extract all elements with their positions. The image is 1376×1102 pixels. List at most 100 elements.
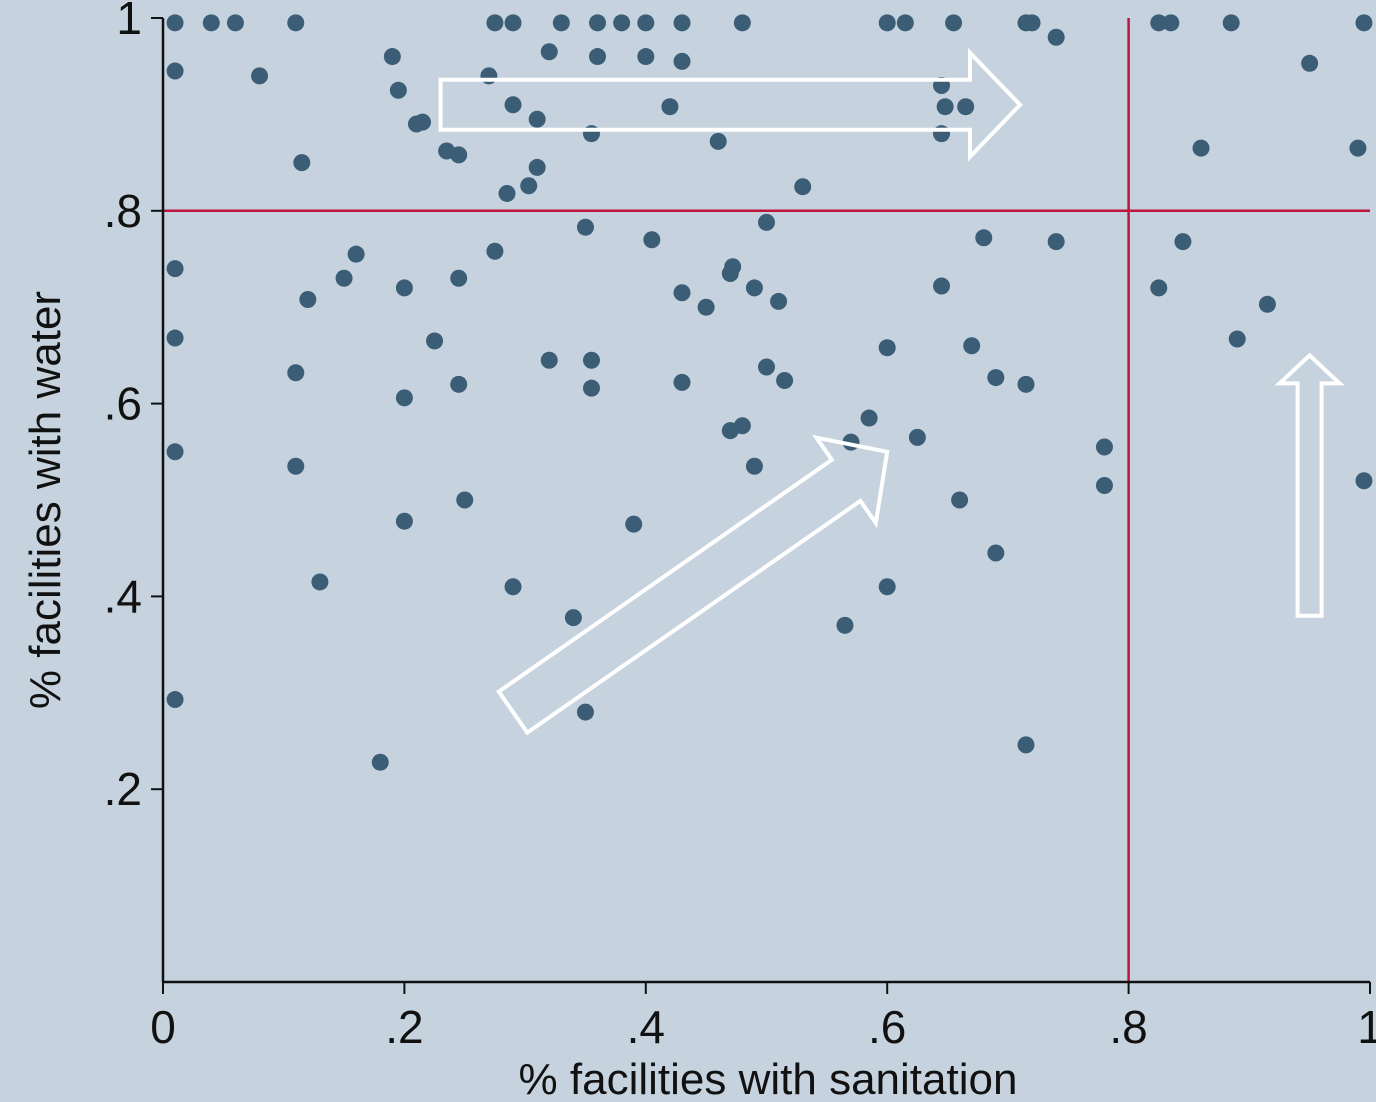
data-point bbox=[166, 62, 184, 80]
data-point bbox=[389, 81, 407, 99]
y-tick-label: 1 bbox=[116, 0, 142, 44]
data-point bbox=[957, 98, 975, 116]
data-point bbox=[1150, 14, 1168, 32]
data-point bbox=[987, 369, 1005, 387]
x-tick-label: .4 bbox=[627, 1001, 665, 1053]
data-point bbox=[908, 428, 926, 446]
annotation-arrow-2 bbox=[496, 434, 890, 736]
data-point bbox=[975, 229, 993, 247]
data-point bbox=[371, 753, 389, 771]
data-point bbox=[794, 178, 812, 196]
data-point bbox=[745, 279, 763, 297]
x-tick-label: 0 bbox=[150, 1001, 176, 1053]
data-point bbox=[860, 409, 878, 427]
data-point bbox=[896, 14, 914, 32]
data-point bbox=[936, 98, 954, 116]
data-point bbox=[582, 379, 600, 397]
data-point bbox=[540, 351, 558, 369]
data-point bbox=[673, 284, 691, 302]
data-point bbox=[987, 544, 1005, 562]
y-axis-ticks: .2 .4 .6 .8 1 bbox=[104, 0, 163, 815]
data-point bbox=[414, 113, 432, 131]
data-point bbox=[673, 14, 691, 32]
data-point bbox=[1162, 14, 1180, 32]
data-point bbox=[878, 578, 896, 596]
y-axis-title: % facilities with water bbox=[21, 291, 70, 709]
data-point bbox=[287, 364, 305, 382]
data-point bbox=[498, 184, 516, 202]
y-tick-label: .2 bbox=[104, 763, 142, 815]
data-point bbox=[836, 616, 854, 634]
data-point bbox=[1047, 28, 1065, 46]
data-point bbox=[450, 146, 468, 164]
data-point bbox=[1258, 295, 1276, 313]
data-point bbox=[166, 443, 184, 461]
reference-lines bbox=[163, 18, 1370, 982]
data-point bbox=[878, 14, 896, 32]
annotation-arrow-3 bbox=[1274, 352, 1345, 618]
y-tick-label: .6 bbox=[104, 378, 142, 430]
data-point bbox=[1349, 139, 1367, 157]
data-point bbox=[1047, 233, 1065, 251]
data-point bbox=[450, 375, 468, 393]
data-point bbox=[486, 14, 504, 32]
data-point bbox=[576, 218, 594, 236]
data-point bbox=[963, 337, 981, 355]
data-point bbox=[504, 578, 522, 596]
x-tick-label: .8 bbox=[1109, 1001, 1147, 1053]
data-point bbox=[395, 389, 413, 407]
data-point bbox=[878, 339, 896, 357]
data-point bbox=[933, 125, 951, 143]
data-point bbox=[383, 48, 401, 66]
data-point bbox=[1017, 736, 1035, 754]
data-point bbox=[1228, 330, 1246, 348]
data-point bbox=[456, 491, 474, 509]
x-tick-label: .2 bbox=[385, 1001, 423, 1053]
data-point bbox=[1192, 139, 1210, 157]
x-tick-label: 1 bbox=[1357, 1001, 1376, 1053]
data-point bbox=[697, 298, 715, 316]
data-point bbox=[293, 154, 311, 172]
data-points bbox=[166, 14, 1373, 771]
x-axis-title: % facilities with sanitation bbox=[519, 1055, 1018, 1102]
data-point bbox=[520, 177, 538, 195]
data-point bbox=[745, 457, 763, 475]
data-point bbox=[528, 110, 546, 128]
data-point bbox=[758, 213, 775, 231]
data-point bbox=[486, 242, 504, 260]
data-point bbox=[589, 48, 607, 66]
data-point bbox=[673, 373, 691, 391]
data-point bbox=[426, 332, 444, 350]
data-point bbox=[287, 14, 305, 32]
data-point bbox=[945, 14, 963, 32]
data-point bbox=[582, 125, 600, 143]
axes bbox=[161, 18, 1370, 984]
data-point bbox=[395, 279, 413, 297]
data-point bbox=[776, 371, 794, 389]
data-point bbox=[395, 512, 413, 530]
data-point bbox=[637, 48, 655, 66]
data-point bbox=[1301, 54, 1319, 72]
data-point bbox=[1355, 472, 1373, 490]
data-point bbox=[202, 14, 220, 32]
data-point bbox=[733, 14, 751, 32]
annotation-arrows bbox=[438, 47, 1345, 736]
annotation-arrow-1 bbox=[438, 47, 1023, 162]
data-point bbox=[1355, 14, 1373, 32]
data-point bbox=[625, 515, 643, 533]
data-point bbox=[552, 14, 570, 32]
data-point bbox=[643, 231, 661, 249]
data-point bbox=[540, 43, 558, 61]
data-point bbox=[1222, 14, 1240, 32]
data-point bbox=[933, 277, 951, 295]
data-point bbox=[226, 14, 244, 32]
data-point bbox=[311, 573, 329, 591]
data-point bbox=[166, 691, 184, 709]
data-point bbox=[347, 245, 365, 263]
x-axis-ticks: 0 .2 .4 .6 .8 1 bbox=[150, 982, 1376, 1053]
data-point bbox=[733, 417, 751, 435]
data-point bbox=[166, 260, 184, 278]
y-tick-label: .4 bbox=[104, 570, 142, 622]
data-point bbox=[299, 290, 317, 308]
